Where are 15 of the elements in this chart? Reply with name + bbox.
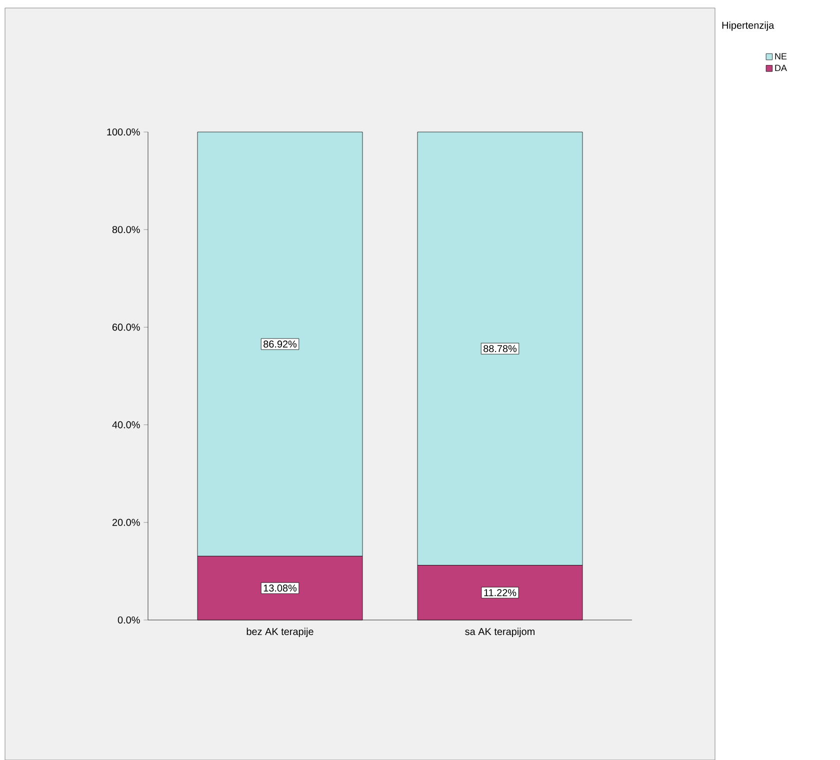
y-tick-label: 60.0% — [112, 324, 140, 331]
data-label: 88.78% — [484, 345, 517, 352]
x-tick-label: bez AK terapije — [246, 628, 314, 638]
y-tick-label: 20.0% — [112, 518, 140, 526]
data-label: 13.08% — [264, 584, 297, 592]
y-tick-label: 40.0% — [112, 421, 140, 428]
data-label: 11.22% — [484, 589, 516, 596]
legend-title: Hipertenzija — [722, 22, 774, 31]
legend-label: DA — [775, 64, 787, 72]
x-tick-label: sa AK terapijom — [465, 628, 534, 638]
y-tick-label: 100.0% — [107, 128, 140, 136]
data-label: 86.92% — [264, 340, 297, 348]
legend-label: NE — [775, 53, 787, 60]
y-tick-label: 80.0% — [112, 226, 140, 234]
y-tick-label: 0.0% — [118, 616, 140, 624]
